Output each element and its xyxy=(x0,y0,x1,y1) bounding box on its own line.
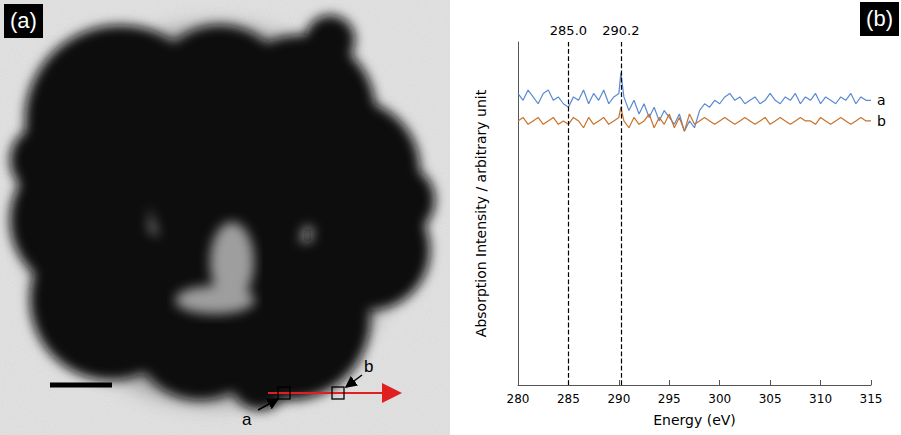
svg-text:b: b xyxy=(877,113,886,129)
html-text:(b): (b) xyxy=(866,6,893,31)
svg-text:285: 285 xyxy=(557,392,580,406)
svg-text:285.0: 285.0 xyxy=(550,23,587,38)
svg-text:290.2: 290.2 xyxy=(602,23,639,38)
svg-text:280: 280 xyxy=(507,392,530,406)
svg-text:305: 305 xyxy=(759,392,782,406)
svg-text:a: a xyxy=(877,92,886,108)
svg-text:310: 310 xyxy=(809,392,832,406)
svg-text:Energy (eV): Energy (eV) xyxy=(653,412,736,428)
svg-text:Absorption Intensity / arbitra: Absorption Intensity / arbitrary unit xyxy=(473,89,489,337)
svg-text:b: b xyxy=(364,357,373,376)
svg-text:295: 295 xyxy=(658,392,681,406)
svg-text:a: a xyxy=(242,410,252,429)
svg-text:290: 290 xyxy=(607,392,630,406)
html-text:(a): (a) xyxy=(10,8,37,33)
svg-text:300: 300 xyxy=(708,392,731,406)
svg-text:315: 315 xyxy=(860,392,883,406)
